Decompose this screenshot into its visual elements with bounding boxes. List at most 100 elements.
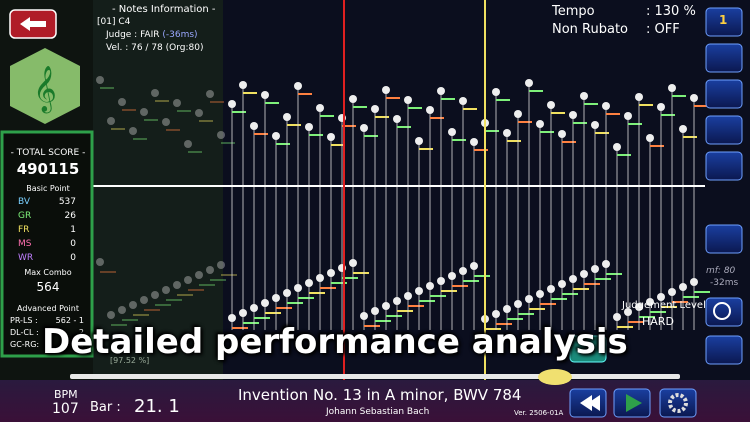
row-label: WR [18,253,34,263]
note-mark [151,89,159,97]
color-button[interactable] [705,151,743,181]
note-mark [404,292,412,300]
row-label: FR [18,225,30,235]
note-mark [283,289,291,297]
tempo-value: : 130 % [646,4,696,19]
note-mark [459,267,467,275]
list-button[interactable] [705,335,743,365]
piece-title: Invention No. 13 in A minor, BWV 784 [238,386,522,404]
bpm-value: 107 [52,401,79,417]
note-mark [459,97,467,105]
adv-label: PR-LS : [10,316,38,325]
note-mark [228,314,236,322]
note-mark [272,294,280,302]
note-mark [569,111,577,119]
note-mark [624,112,632,120]
clef-badge [10,48,80,124]
basic-title: Basic Point [26,184,70,193]
note-mark [404,96,412,104]
note-mark [448,128,456,136]
note-mark [536,290,544,298]
rubato-value: : OFF [646,22,680,37]
velocity: Vel. : 76 / 78 (Org:80) [106,43,204,53]
adv-label: DL-CL : [10,328,39,337]
settings-button[interactable] [659,388,697,418]
notes [96,76,710,330]
note-mark [96,258,104,266]
note-mark [250,304,258,312]
rank-button[interactable] [705,7,743,37]
main-area [223,0,705,380]
judgement-value: HARD [642,315,674,328]
compare-button[interactable] [705,224,743,254]
zoom-button[interactable] [705,297,743,327]
note-mark [360,124,368,132]
settings-icon [668,393,688,413]
max-combo: 564 [36,280,60,294]
note-mark [470,138,478,146]
note-mark [525,79,533,87]
note-mark [305,123,313,131]
note-mark [129,301,137,309]
score-button[interactable] [705,43,743,73]
note-mark [239,309,247,317]
note-mark [591,121,599,129]
note-mark [327,133,335,141]
back-arrow [20,17,46,31]
note-mark [569,275,577,283]
past-area [93,0,223,380]
note-mark [140,296,148,304]
play-icon [626,394,642,412]
advanced-title: Advanced Point [17,304,79,313]
keys-button[interactable] [705,79,743,109]
note-mark [305,279,313,287]
progress-track[interactable] [70,374,680,379]
note-mark [470,262,478,270]
row-value: 1 [70,225,76,235]
progress-thumb[interactable] [538,369,572,385]
note-mark [448,272,456,280]
note-mark [118,306,126,314]
note-mark [602,260,610,268]
note-mark [173,281,181,289]
combo-title: Max Combo [24,268,72,277]
judge-text: Judge : FAIR [106,30,160,40]
note-mark [602,102,610,110]
note-mark [624,308,632,316]
note-mark [393,115,401,123]
note-mark [162,286,170,294]
composer: Johann Sebastian Bach [326,407,430,417]
note-mark [415,287,423,295]
note-mark [217,261,225,269]
clef-icon: 𝄞 [33,66,57,114]
note-mark [547,285,555,293]
note-mark [382,302,390,310]
note-mark [129,127,137,135]
sound-button[interactable] [705,115,743,145]
note-mark [646,134,654,142]
note-mark [613,313,621,321]
sound-toggle[interactable] [569,335,607,363]
note-mark [492,88,500,96]
adv-value: 562 - 1 [55,316,84,325]
note-mark [184,276,192,284]
note-mark [426,106,434,114]
note-mark [228,100,236,108]
note-mark [679,283,687,291]
rank-badge: 1 [719,13,728,27]
score-title: - TOTAL SCORE - [10,148,86,158]
judge-ms: (-36ms) [162,30,198,40]
note-mark [217,131,225,139]
note-mark [173,99,181,107]
note-mark [646,298,654,306]
note-mark [492,310,500,318]
note-mark [657,293,665,301]
note-mark [195,109,203,117]
note-mark [657,103,665,111]
adv-label: GC-RG: [10,340,40,349]
note-mark [349,259,357,267]
note-mark [250,122,258,130]
note-mark [261,299,269,307]
version: Ver. 2506-01A [514,409,564,417]
